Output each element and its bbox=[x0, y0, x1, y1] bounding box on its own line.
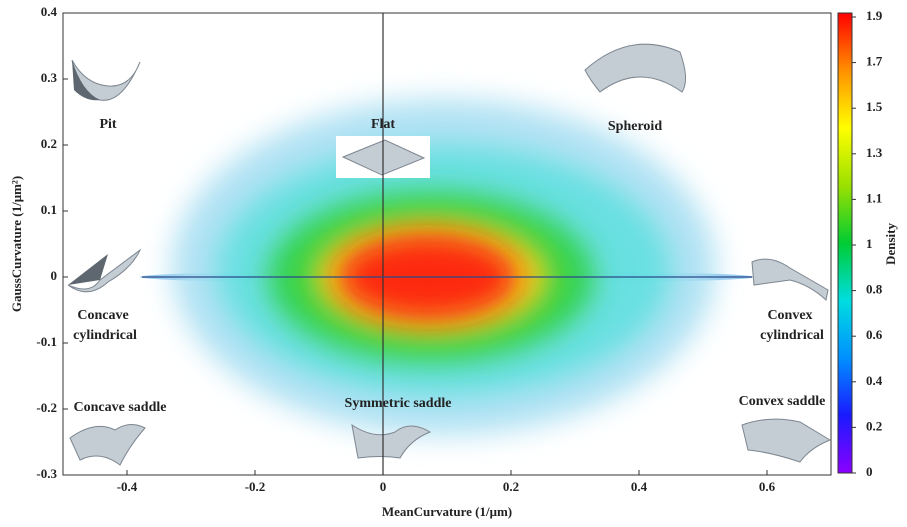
annotation: Symmetric saddle bbox=[345, 396, 452, 411]
colorbar-tick-label: 0.8 bbox=[866, 282, 883, 297]
icon-spheroid bbox=[584, 43, 686, 93]
x-tick-label: 0 bbox=[380, 479, 387, 494]
x-tick-label: 0.2 bbox=[503, 479, 519, 494]
y-tick-label: 0.2 bbox=[41, 136, 57, 151]
colorbar-title: Density bbox=[883, 223, 898, 265]
y-axis-title: GaussCurvature (1/μm²) bbox=[9, 176, 24, 312]
density-layer bbox=[139, 98, 755, 436]
icon-convex-saddle bbox=[741, 418, 832, 463]
icon-sym-saddle bbox=[351, 423, 432, 459]
y-tick-label: 0.4 bbox=[41, 4, 58, 19]
colorbar-tick-label: 1.1 bbox=[866, 190, 882, 205]
annotation: Concave saddle bbox=[74, 400, 167, 415]
annotation: cylindrical bbox=[760, 328, 824, 343]
colorbar-tick-label: 1 bbox=[866, 236, 873, 251]
y-tick-label: -0.2 bbox=[36, 400, 57, 415]
y-tick-label: 0.1 bbox=[41, 202, 57, 217]
icon-concave-cyl bbox=[67, 248, 142, 293]
colorbar-tick-label: 0 bbox=[866, 464, 873, 479]
colorbar-tick-label: 0.2 bbox=[866, 418, 882, 433]
annotation: cylindrical bbox=[73, 328, 137, 343]
colorbar-tick-label: 0.6 bbox=[866, 327, 883, 342]
annotation: Spheroid bbox=[608, 119, 662, 134]
annotation: Convex saddle bbox=[739, 394, 826, 409]
colorbar bbox=[837, 12, 853, 474]
x-axis-title: MeanCurvature (1/μm) bbox=[382, 504, 512, 519]
colorbar-tick-label: 1.3 bbox=[866, 145, 883, 160]
plot-frame bbox=[62, 12, 832, 476]
colorbar-tick-label: 1.9 bbox=[866, 8, 883, 23]
icon-concave-saddle bbox=[69, 424, 146, 466]
x-tick-label: 0.4 bbox=[631, 479, 648, 494]
colorbar-tick-label: 0.4 bbox=[866, 373, 883, 388]
colorbar-tick-label: 1.5 bbox=[866, 99, 883, 114]
y-tick-label: -0.3 bbox=[36, 466, 57, 481]
y-tick-label: 0 bbox=[51, 268, 58, 283]
icon-pit bbox=[71, 59, 141, 101]
x-tick-label: -0.2 bbox=[245, 479, 266, 494]
y-tick-label: -0.1 bbox=[36, 334, 57, 349]
annotation: Convex bbox=[767, 308, 812, 323]
annotation: Pit bbox=[99, 117, 116, 132]
colorbar-tick-label: 1.7 bbox=[866, 54, 883, 69]
y-tick-label: 0.3 bbox=[41, 70, 58, 85]
x-tick-label: -0.4 bbox=[117, 479, 138, 494]
annotation: Concave bbox=[77, 308, 128, 323]
x-tick-label: 0.6 bbox=[759, 479, 776, 494]
icon-convex-cyl bbox=[751, 258, 829, 301]
